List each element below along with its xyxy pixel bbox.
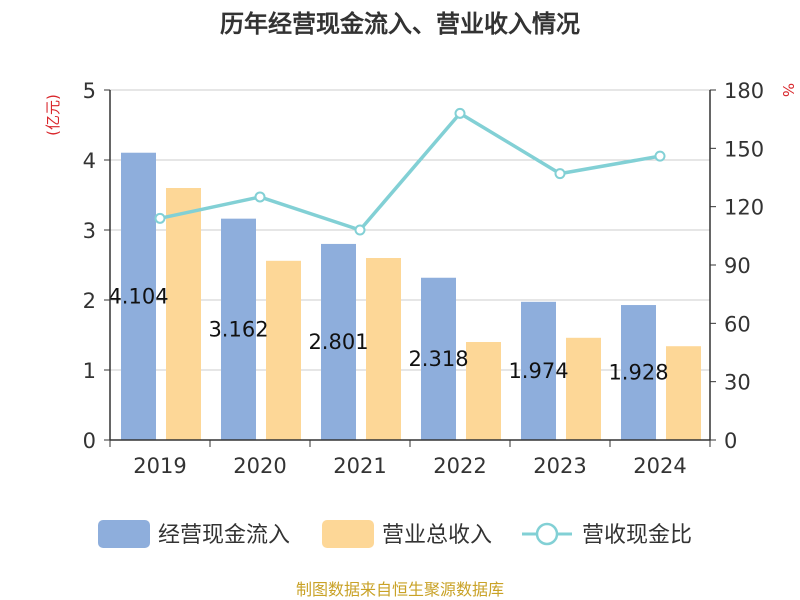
data-label-cash-inflow: 2.801 bbox=[308, 330, 368, 354]
left-axis-unit: (亿元) bbox=[44, 94, 62, 136]
ratio-point bbox=[554, 168, 566, 180]
x-axis-tick-label: 2024 bbox=[633, 454, 686, 478]
bar-cash-inflow bbox=[121, 152, 156, 440]
left-axis-tick-label: 0 bbox=[83, 429, 96, 453]
bar-cash-inflow bbox=[321, 243, 356, 440]
ratio-line-path bbox=[159, 111, 661, 233]
ratio-point bbox=[654, 150, 666, 162]
legend-label-cash-inflow: 经营现金流入 bbox=[158, 523, 290, 548]
data-labels: 4.104 3.162 2.801 2.318 1.974 1.928 bbox=[108, 284, 668, 384]
axes: 0 1 2 3 4 5 0 30 60 90 120 150 180 2019 2020 2021 2022 20… bbox=[83, 79, 764, 478]
ratio-point bbox=[154, 212, 166, 224]
bar-cash-inflow bbox=[521, 301, 556, 440]
ratio-point bbox=[254, 191, 266, 203]
legend-label-ratio: 营收现金比 bbox=[582, 523, 692, 548]
bar-cash-inflow bbox=[621, 305, 656, 440]
bar-revenue bbox=[366, 258, 401, 440]
source-note: 制图数据来自恒生聚源数据库 bbox=[296, 580, 504, 599]
left-axis-tick-label: 4 bbox=[83, 149, 96, 173]
left-axis-tick-label: 1 bbox=[83, 359, 96, 383]
left-axis-tick-label: 3 bbox=[83, 219, 96, 243]
data-label-cash-inflow: 4.104 bbox=[108, 284, 168, 308]
legend: 经营现金流入 营业总收入 营收现金比 bbox=[98, 520, 692, 548]
legend-marker-ratio bbox=[535, 522, 559, 546]
left-axis-tick-label: 5 bbox=[83, 79, 96, 103]
left-axis-tick-label: 2 bbox=[83, 289, 96, 313]
legend-label-revenue: 营业总收入 bbox=[382, 523, 492, 548]
x-axis-tick-label: 2022 bbox=[433, 454, 486, 478]
right-axis-tick-label: 30 bbox=[724, 371, 751, 395]
ratio-point bbox=[454, 107, 466, 119]
bar-revenue bbox=[666, 346, 701, 440]
chart-title: 历年经营现金流入、营业收入情况 bbox=[220, 10, 580, 38]
right-axis-tick-label: 150 bbox=[724, 137, 764, 161]
x-axis-tick-label: 2021 bbox=[333, 454, 386, 478]
data-label-cash-inflow: 2.318 bbox=[408, 347, 468, 371]
right-axis-tick-label: 90 bbox=[724, 254, 751, 278]
bar-revenue bbox=[266, 260, 301, 440]
data-label-cash-inflow: 1.928 bbox=[608, 361, 668, 385]
grid-lines bbox=[110, 89, 710, 371]
ratio-point bbox=[354, 224, 366, 236]
bar-revenue bbox=[466, 342, 501, 440]
right-axis-unit: % bbox=[779, 83, 797, 97]
bar-cash-inflow bbox=[221, 218, 256, 440]
ratio-line bbox=[154, 107, 666, 236]
right-axis-tick-label: 60 bbox=[724, 312, 751, 336]
bars bbox=[121, 152, 701, 440]
x-axis-tick-label: 2023 bbox=[533, 454, 586, 478]
data-label-cash-inflow: 3.162 bbox=[208, 317, 268, 341]
bar-revenue bbox=[166, 188, 201, 440]
x-axis-tick-label: 2019 bbox=[133, 454, 186, 478]
right-axis-tick-label: 180 bbox=[724, 79, 764, 103]
right-axis-tick-label: 120 bbox=[724, 196, 764, 220]
bar-revenue bbox=[566, 337, 601, 440]
bar-cash-inflow bbox=[421, 277, 456, 440]
right-axis-tick-label: 0 bbox=[724, 429, 737, 453]
legend-swatch-cash-inflow bbox=[98, 520, 150, 548]
data-label-cash-inflow: 1.974 bbox=[508, 359, 568, 383]
x-axis-tick-label: 2020 bbox=[233, 454, 286, 478]
legend-swatch-revenue bbox=[322, 520, 374, 548]
